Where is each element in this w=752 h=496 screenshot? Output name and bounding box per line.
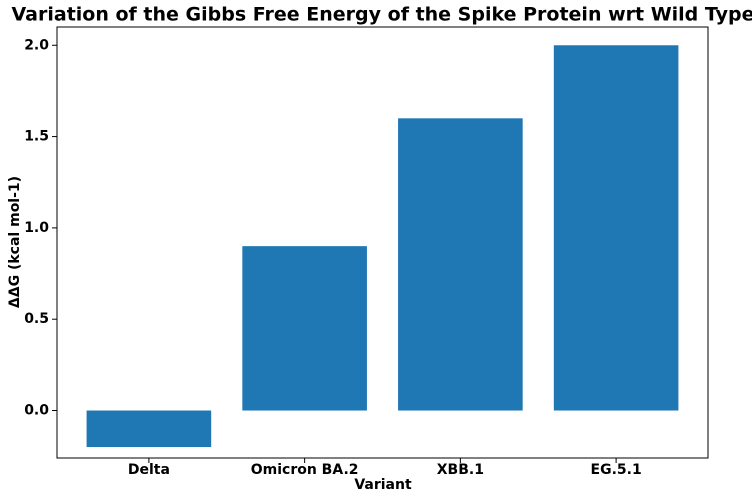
x-tick-label: EG.5.1 — [591, 462, 642, 478]
plot-frame — [56, 26, 709, 459]
x-tick-label: XBB.1 — [437, 462, 484, 478]
bar — [398, 118, 523, 411]
y-tick-label: 0.5 — [24, 311, 49, 327]
x-tick-label: Omicron BA.2 — [251, 462, 359, 478]
y-tick-label: 1.0 — [24, 220, 49, 236]
x-tick-label: Delta — [128, 462, 170, 478]
bar — [242, 246, 367, 411]
x-axis-label: Variant — [354, 477, 412, 493]
y-tick-label: 2.0 — [24, 37, 49, 53]
bar — [86, 410, 212, 448]
y-axis-label: ΔΔG (kcal mol-1) — [7, 176, 23, 308]
y-tick-label: 0.0 — [24, 403, 49, 419]
y-tick-label: 1.5 — [24, 129, 49, 145]
chart-title: Variation of the Gibbs Free Energy of th… — [12, 4, 752, 26]
bar — [553, 45, 679, 411]
